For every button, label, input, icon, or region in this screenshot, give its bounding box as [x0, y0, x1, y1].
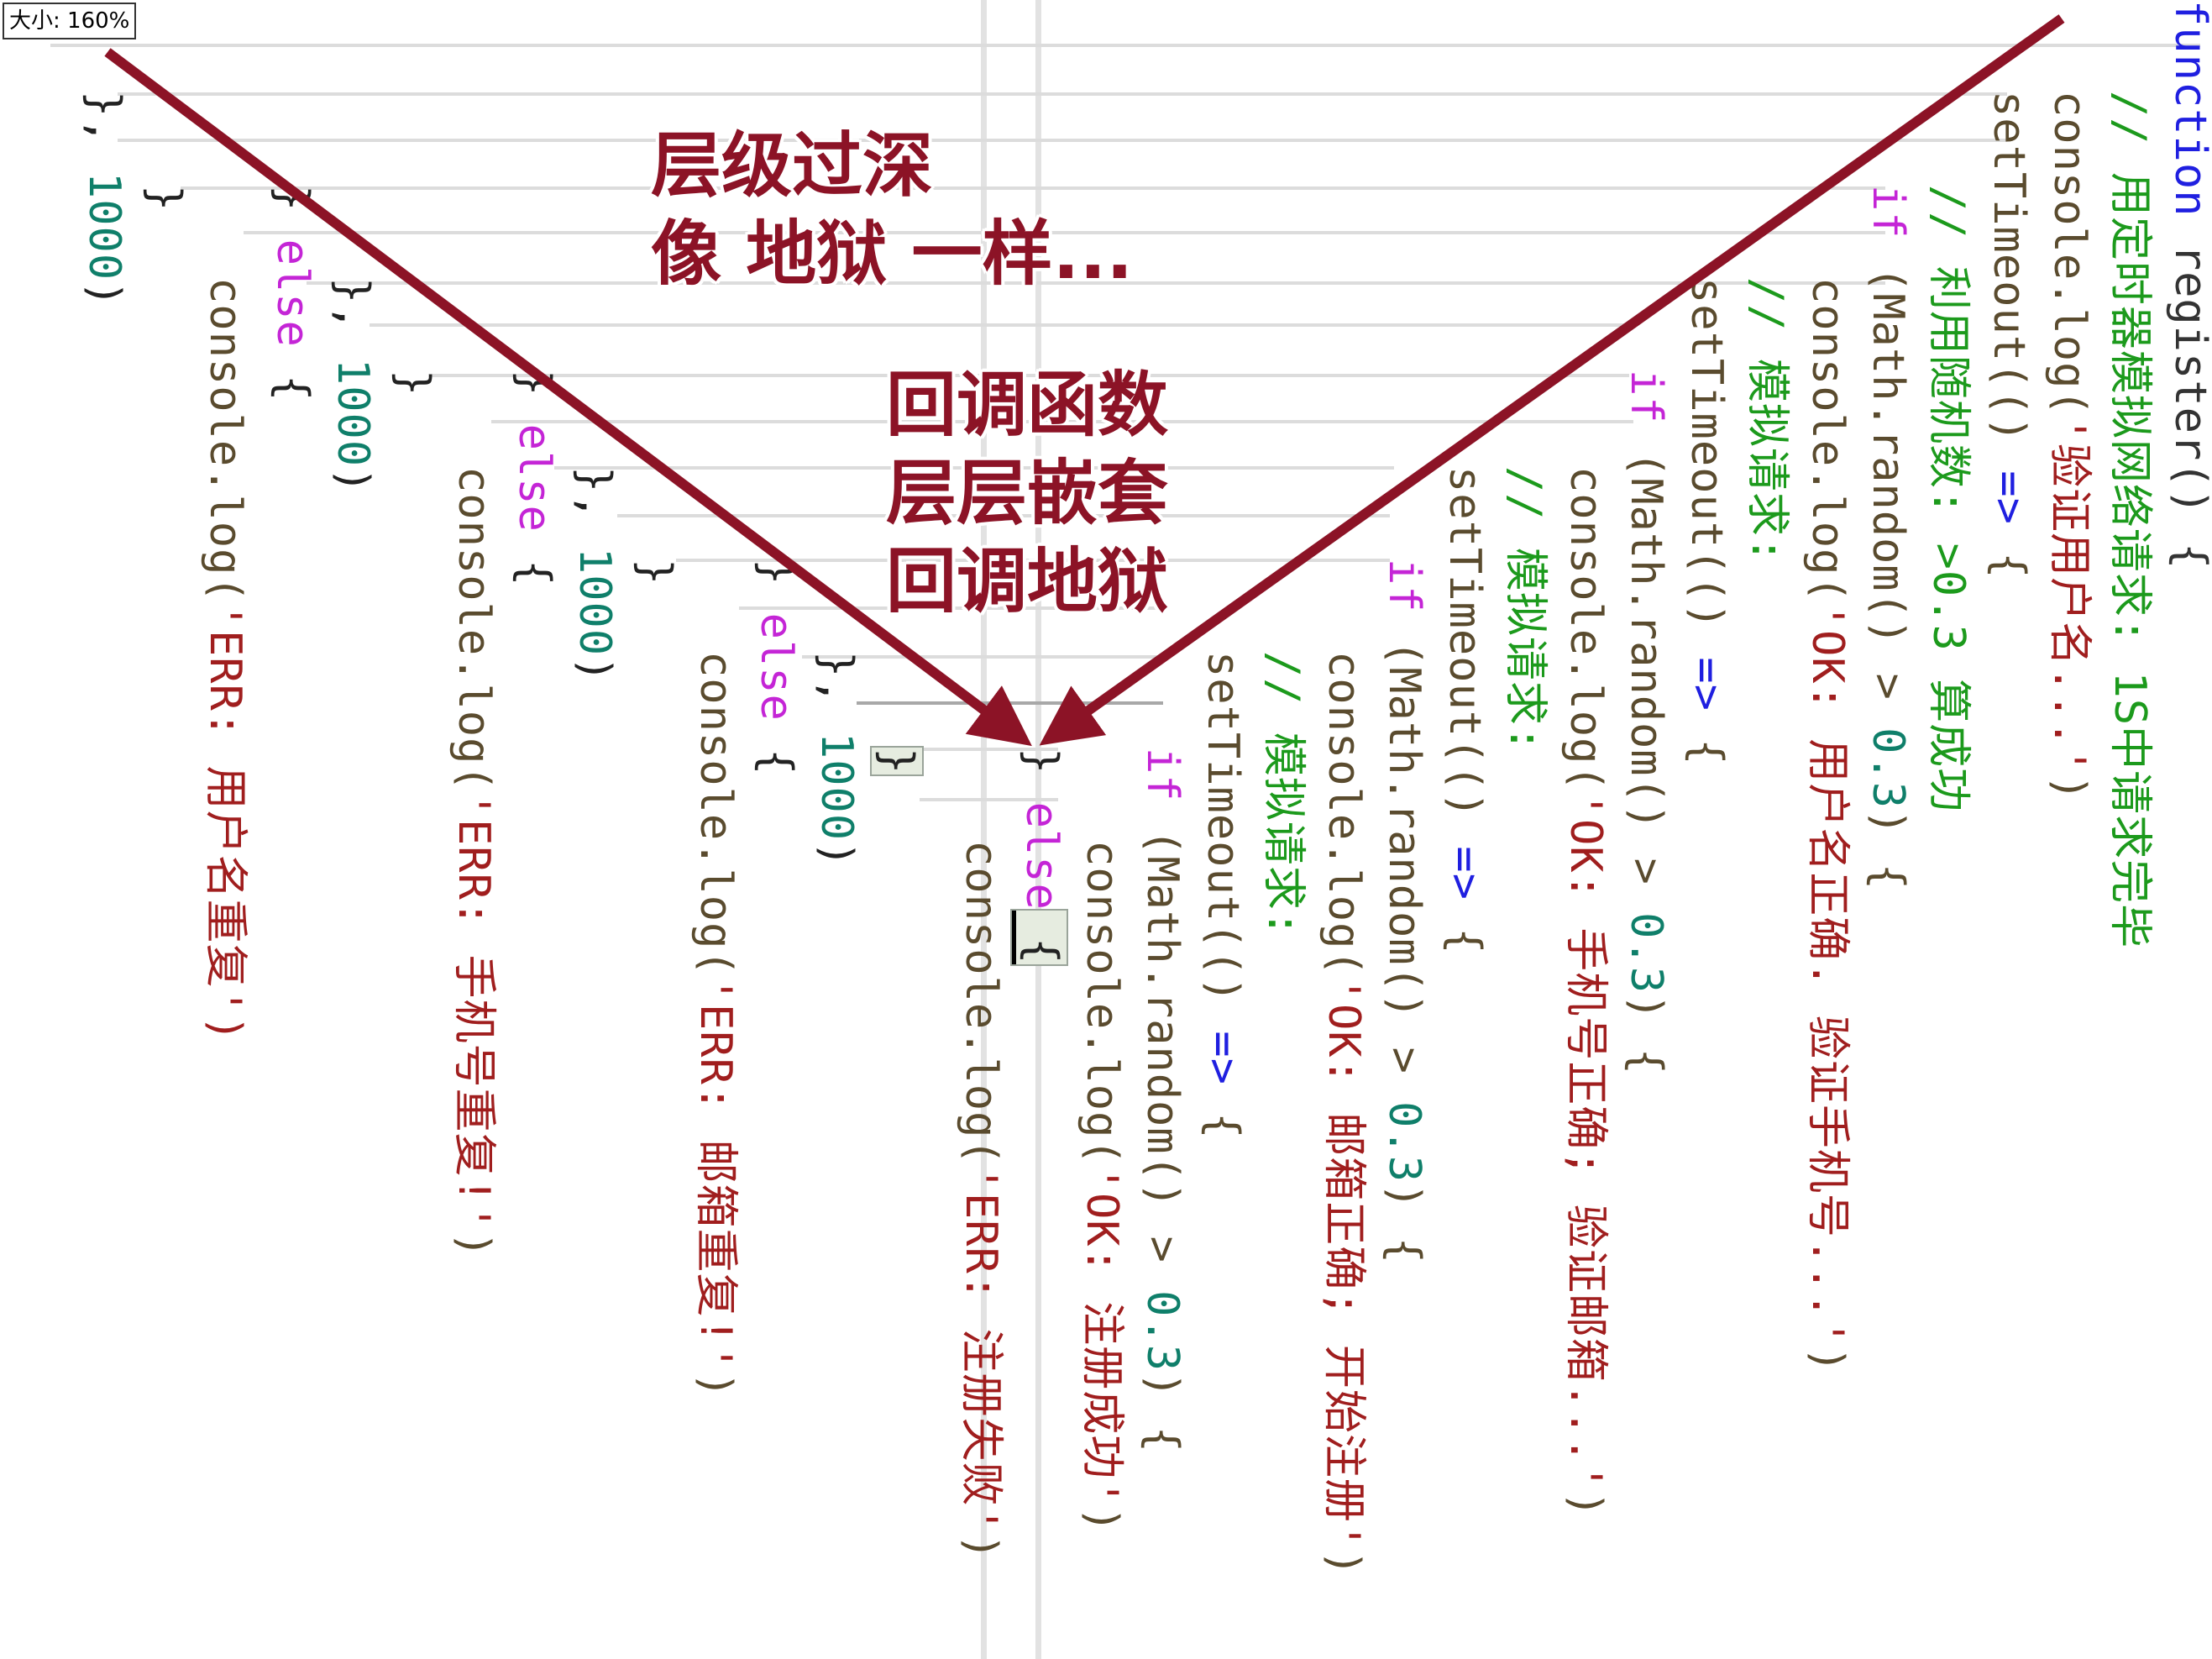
right-arrow: [1039, 14, 2065, 746]
left-arrow: [104, 48, 1032, 747]
indent-guide: [244, 231, 1885, 234]
indent-guide: [802, 655, 1163, 659]
indent-guide: [370, 323, 1629, 327]
indent-guide: [181, 186, 1885, 190]
indent-guide: [554, 466, 1394, 470]
indent-guide: [491, 420, 1633, 423]
indent-guide: [920, 748, 1058, 751]
indent-guide: [920, 798, 1058, 801]
indent-guide: [739, 606, 1163, 610]
indent-guide-vertical: [1035, 0, 1041, 1659]
annotation-depth-line2: 像 地狱 一样...: [651, 213, 1134, 295]
zoom-indicator: 大小: 160%: [3, 3, 137, 39]
indent-guide: [118, 139, 2007, 142]
indent-guide: [50, 44, 2200, 47]
annotation-callback-line2: 层层嵌套: [886, 452, 1169, 534]
annotation-callback-line3: 回调地狱: [886, 540, 1169, 622]
indent-guide: [428, 374, 1629, 377]
indent-guide: [118, 92, 2007, 96]
indent-guide: [307, 281, 1885, 285]
indent-guide: [676, 559, 1390, 562]
annotation-callback-line1: 回调函数: [886, 364, 1169, 446]
indent-guide: [617, 514, 1390, 517]
indent-guide-vertical: [981, 0, 987, 1659]
annotation-depth-line1: 层级过深: [651, 124, 934, 207]
